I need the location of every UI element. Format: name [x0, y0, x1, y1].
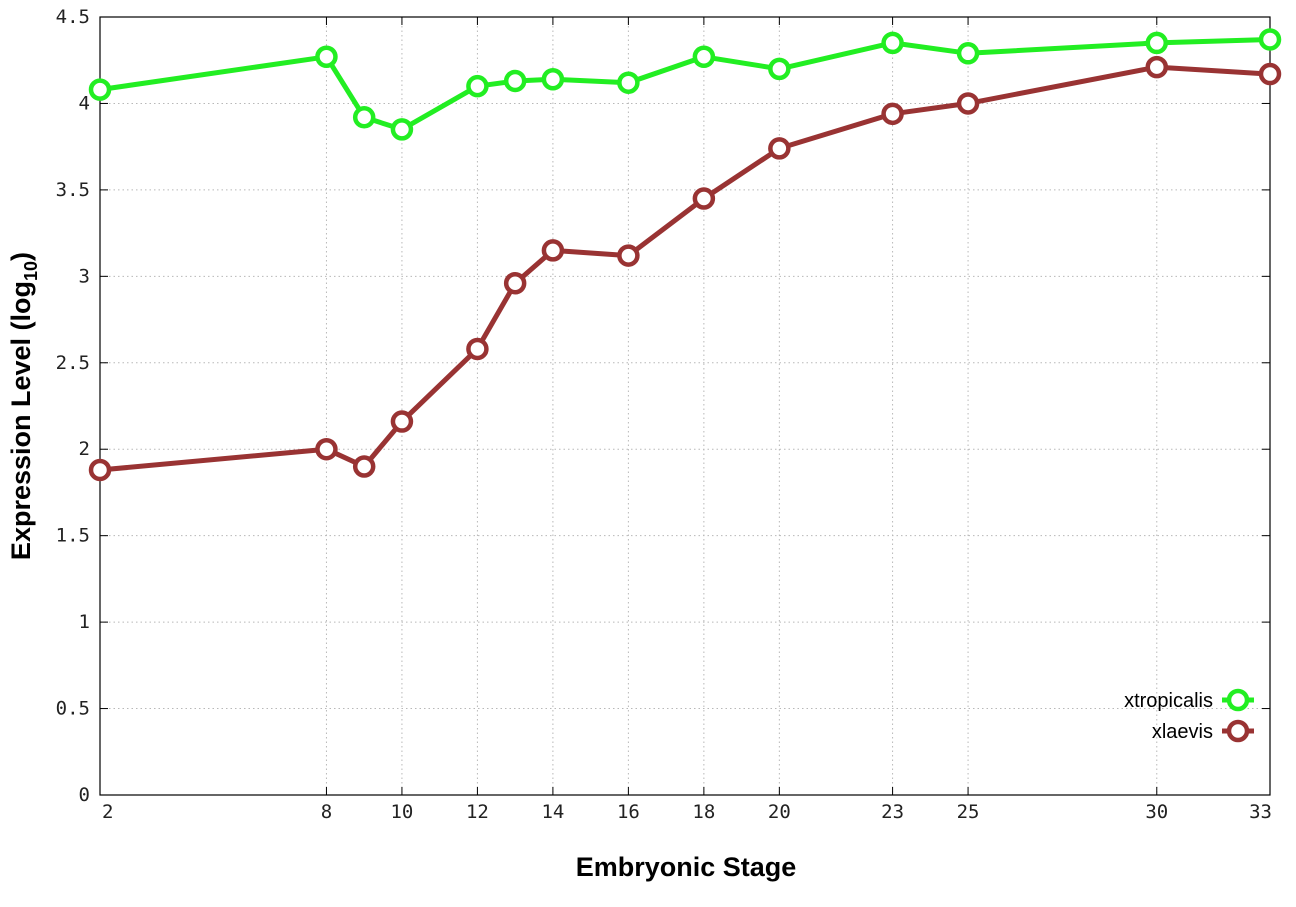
y-tick-label: 2: [79, 438, 90, 460]
x-tick-label: 23: [881, 801, 904, 823]
data-point-xtropicalis: [390, 118, 414, 141]
data-point-xlaevis: [956, 92, 980, 115]
data-point-xtropicalis: [541, 67, 565, 91]
data-point-xlaevis: [617, 244, 640, 267]
data-point-xtropicalis: [881, 31, 904, 55]
x-tick-label: 2: [102, 801, 113, 823]
data-point-xtropicalis: [1258, 28, 1282, 51]
data-point-xtropicalis: [352, 106, 376, 129]
legend-marker-swatch: [1226, 719, 1250, 743]
legend-item-xlaevis: xlaevis: [1152, 719, 1254, 743]
x-tick-label: 14: [541, 801, 564, 823]
data-point-xlaevis: [88, 458, 112, 482]
axis-ticks: 0 0.5 1 1.5 2 2.5 3 3.5 4 4.5 2 8 10 12 14 16 18 20 23 25 30…: [56, 6, 1272, 823]
data-point-xlaevis: [503, 271, 527, 295]
series-line-xlaevis: [99, 64, 1271, 473]
x-axis-title: Embryonic Stage: [576, 852, 797, 882]
data-point-xtropicalis: [1145, 31, 1169, 55]
data-point-xlaevis: [692, 187, 716, 210]
data-point-xlaevis: [768, 137, 791, 160]
x-tick-label: 8: [321, 801, 332, 823]
y-tick-label: 0.5: [56, 698, 90, 720]
legend-label: xlaevis: [1152, 721, 1213, 743]
x-tick-label: 16: [617, 801, 640, 823]
grid: [100, 17, 1270, 795]
data-point-xlaevis: [881, 102, 904, 126]
data-point-xtropicalis: [315, 45, 338, 69]
y-tick-label: 4: [79, 92, 90, 114]
data-point-xtropicalis: [503, 69, 527, 93]
y-tick-label: 3: [79, 265, 90, 287]
series-xlaevis: [88, 55, 1282, 482]
plot-frame: [99, 16, 1271, 796]
data-point-xtropicalis: [466, 74, 489, 98]
data-point-xtropicalis: [692, 45, 716, 69]
data-point-xtropicalis: [768, 57, 791, 81]
legend-item-xtropicalis: xtropicalis: [1124, 688, 1254, 712]
y-tick-label: 1: [79, 611, 90, 633]
y-tick-label: 1.5: [56, 525, 90, 547]
x-tick-label: 33: [1249, 801, 1272, 823]
data-point-xlaevis: [352, 455, 376, 478]
y-tick-label: 2.5: [56, 352, 90, 374]
legend-marker-swatch: [1226, 688, 1250, 712]
data-point-xlaevis: [466, 337, 489, 361]
series-line-xtropicalis: [99, 37, 1271, 132]
data-point-xlaevis: [541, 239, 565, 262]
y-axis-title-subscript: 10: [21, 261, 41, 281]
legend-label: xtropicalis: [1124, 690, 1213, 712]
data-point-xtropicalis: [956, 42, 980, 65]
x-tick-label: 12: [466, 801, 489, 823]
y-tick-label: 3.5: [56, 179, 90, 201]
legend: xtropicalis xlaevis: [1124, 688, 1254, 743]
y-axis-title-prefix: Expression Level (log: [6, 281, 36, 560]
y-tick-label: 4.5: [56, 6, 90, 28]
y-tick-label: 0: [79, 784, 90, 806]
x-tick-label: 20: [768, 801, 791, 823]
y-axis-title-suffix: ): [6, 252, 36, 261]
x-tick-label: 25: [957, 801, 980, 823]
data-point-xlaevis: [315, 437, 338, 461]
data-point-xlaevis: [1258, 62, 1282, 86]
y-axis-title: Expression Level (log10): [6, 252, 41, 560]
x-tick-label: 10: [390, 801, 413, 823]
series-group: [88, 28, 1282, 482]
data-point-xlaevis: [1145, 55, 1169, 79]
x-tick-label: 18: [692, 801, 715, 823]
data-point-xtropicalis: [88, 78, 112, 101]
data-point-xlaevis: [390, 410, 414, 433]
data-point-xtropicalis: [617, 71, 640, 94]
series-xtropicalis: [88, 28, 1282, 141]
x-tick-label: 30: [1145, 801, 1168, 823]
